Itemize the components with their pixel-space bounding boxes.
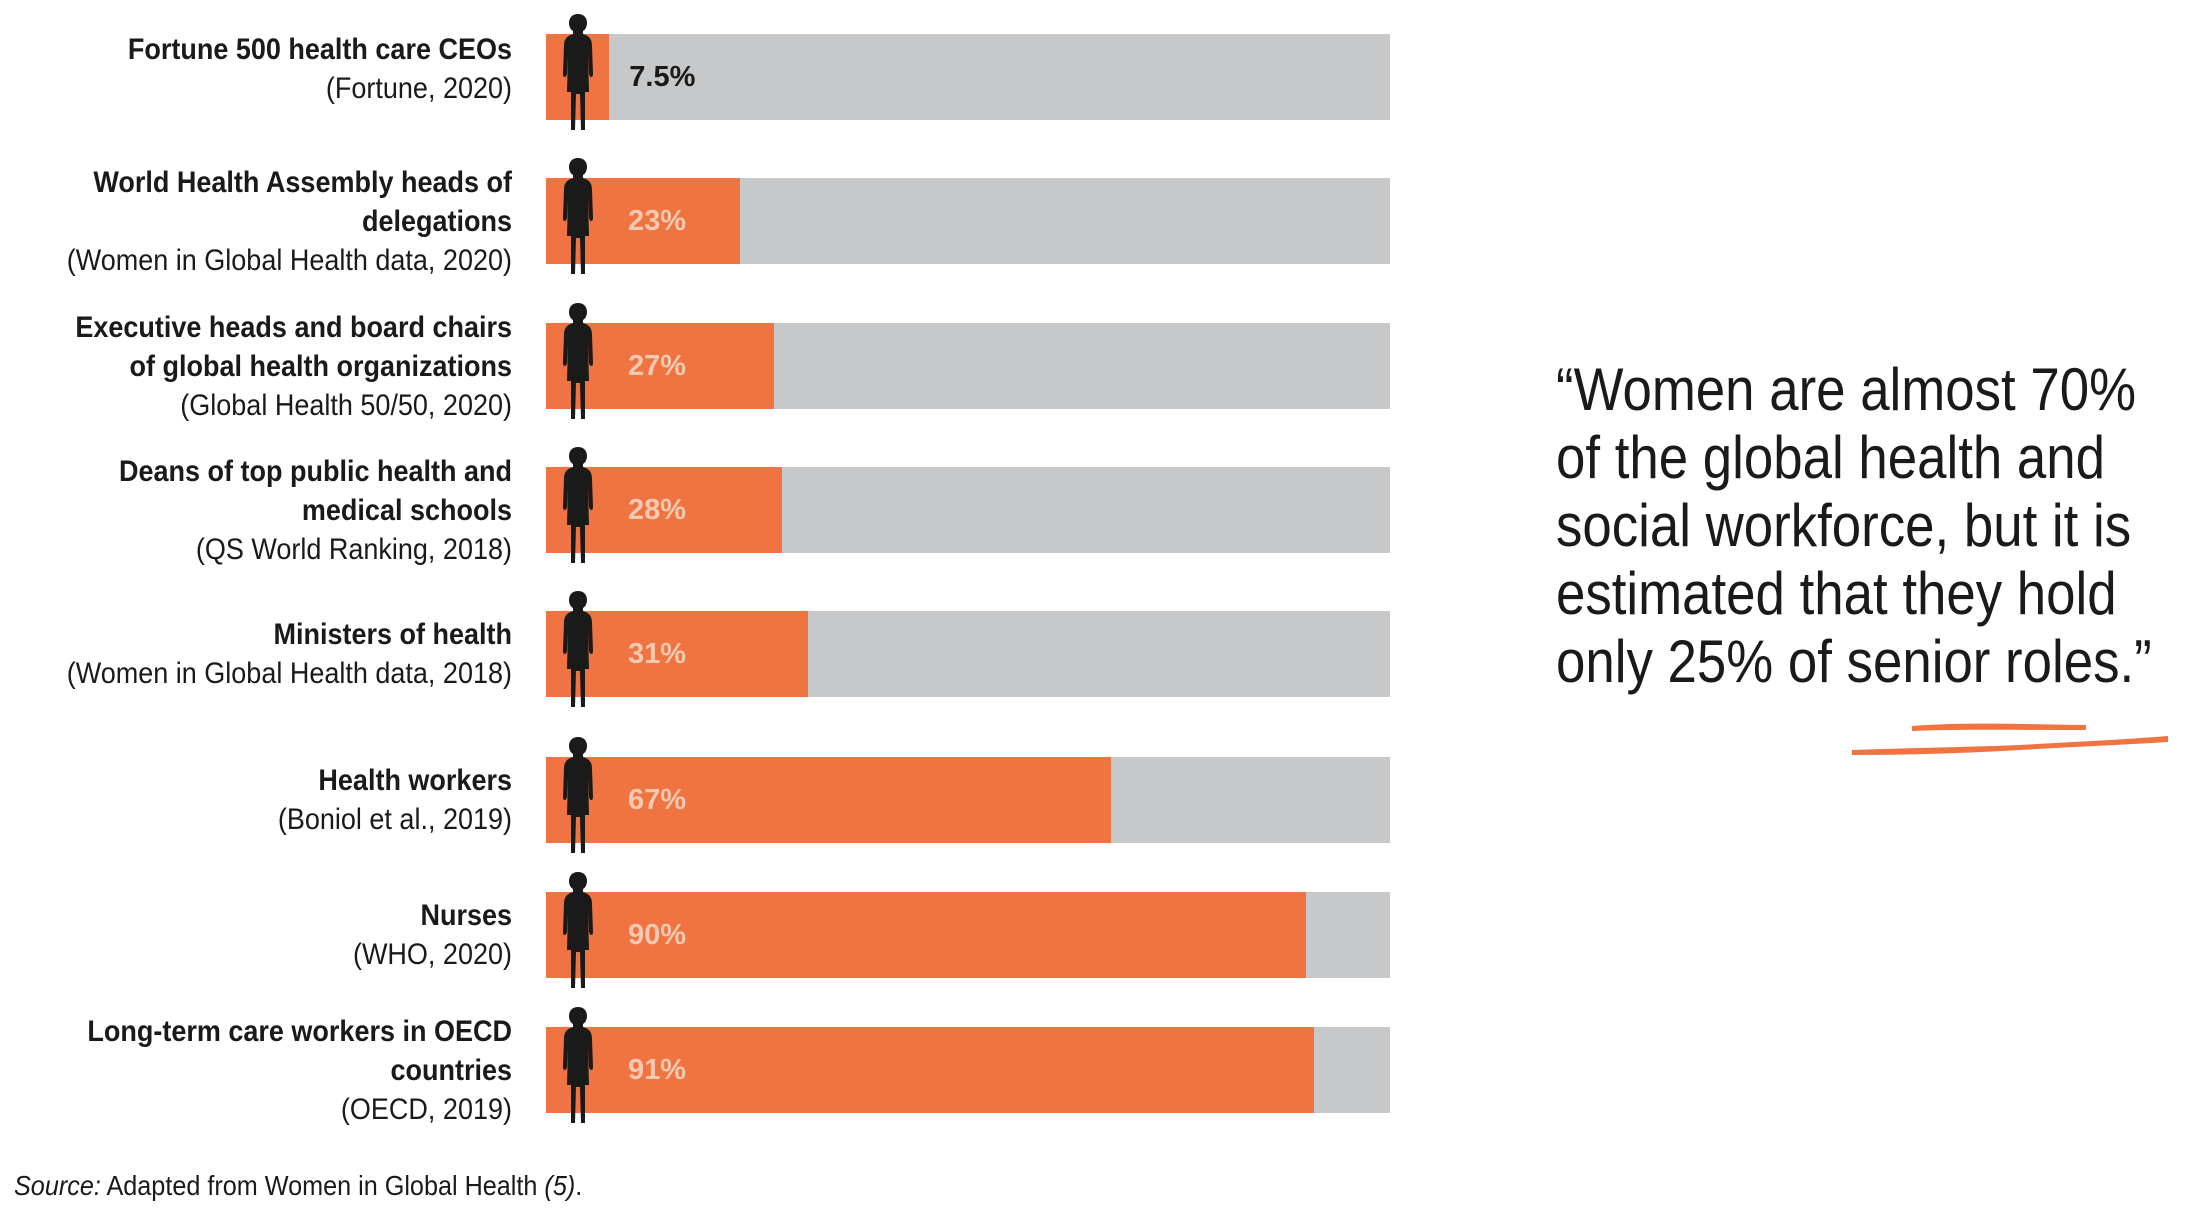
value-label: 31% bbox=[628, 638, 687, 670]
source-note: Source: Adapted from Women in Global Hea… bbox=[14, 1170, 582, 1202]
woman-figure-icon bbox=[563, 158, 593, 274]
value-label: 28% bbox=[628, 494, 687, 526]
quote-line: estimated that they hold bbox=[1556, 560, 2117, 627]
bar-fill bbox=[546, 1027, 1315, 1113]
woman-figure-icon bbox=[563, 737, 593, 853]
category-label: Fortune 500 health care CEOs bbox=[127, 33, 512, 66]
category-label: World Health Assembly heads of delegatio… bbox=[93, 165, 513, 238]
quote-line: only 25% of senior roles.” bbox=[1556, 628, 2152, 695]
woman-figure-icon bbox=[563, 447, 593, 563]
category-source: (Women in Global Health data, 2018) bbox=[66, 657, 512, 690]
category-label: Health workers bbox=[318, 764, 512, 797]
source-ref: (5) bbox=[544, 1170, 576, 1201]
category-label: Ministers of health bbox=[273, 618, 512, 651]
bar-track: 7.5% bbox=[546, 14, 1390, 130]
woman-figure-icon bbox=[563, 14, 593, 130]
category-source: (Boniol et al., 2019) bbox=[277, 803, 512, 836]
bar-track: 31% bbox=[546, 591, 1390, 707]
bar-fill bbox=[546, 892, 1306, 978]
brush-underline bbox=[1852, 723, 2168, 755]
woman-figure-icon bbox=[563, 303, 593, 419]
value-label: 90% bbox=[628, 919, 687, 951]
source-end: . bbox=[575, 1170, 583, 1201]
source-label: Source: bbox=[14, 1170, 101, 1201]
bar-track: 28% bbox=[546, 447, 1390, 563]
category-source: (WHO, 2020) bbox=[352, 938, 512, 971]
bar-track: 91% bbox=[546, 1007, 1390, 1123]
category-source: (QS World Ranking, 2018) bbox=[195, 532, 512, 566]
row-label: Health workers (Boniol et al., 2019) bbox=[0, 761, 512, 839]
value-label: 91% bbox=[628, 1054, 687, 1086]
value-label: 7.5% bbox=[629, 61, 696, 93]
bar-chart: Fortune 500 health care CEOs (Fortune, 20… bbox=[0, 14, 1390, 1129]
row-label: Deans of top public health and medical s… bbox=[52, 452, 512, 569]
value-label: 67% bbox=[628, 784, 687, 816]
value-label: 23% bbox=[628, 205, 687, 237]
category-label: Executive heads and board chairs of glob… bbox=[75, 310, 513, 383]
quote-line: “Women are almost 70% bbox=[1556, 356, 2137, 423]
quote-line: of the global health and bbox=[1556, 424, 2105, 491]
woman-figure-icon bbox=[563, 1007, 593, 1123]
source-text: Adapted from Women in Global Health bbox=[100, 1170, 545, 1201]
bar-track: 23% bbox=[546, 158, 1390, 274]
category-source: (Fortune, 2020) bbox=[325, 72, 512, 105]
row-label: Ministers of health (Women in Global Heal… bbox=[0, 615, 512, 693]
category-source: (Global Health 50/50, 2020) bbox=[180, 388, 513, 422]
category-label: Deans of top public health and medical s… bbox=[118, 454, 512, 527]
woman-figure-icon bbox=[563, 591, 593, 707]
row-label: Fortune 500 health care CEOs (Fortune, 20… bbox=[0, 30, 512, 108]
row-label: Long-term care workers in OECD countries… bbox=[32, 1012, 512, 1129]
bar-track: 67% bbox=[546, 737, 1390, 853]
category-source: (OECD, 2019) bbox=[340, 1092, 512, 1126]
category-label: Long-term care workers in OECD countries bbox=[87, 1014, 512, 1087]
quote-line: social workforce, but it is bbox=[1556, 492, 2132, 559]
value-label: 27% bbox=[628, 350, 687, 382]
bar-track: 27% bbox=[546, 303, 1390, 419]
pull-quote: “Women are almost 70% of the global heal… bbox=[1556, 356, 2152, 696]
woman-figure-icon bbox=[563, 872, 593, 988]
row-label: World Health Assembly heads of delegatio… bbox=[12, 163, 512, 280]
bar-fill bbox=[546, 757, 1112, 843]
category-source: (Women in Global Health data, 2020) bbox=[66, 243, 512, 277]
category-label: Nurses bbox=[420, 899, 512, 932]
row-label: Executive heads and board chairs of glob… bbox=[0, 308, 512, 425]
bar-track: 90% bbox=[546, 872, 1390, 988]
row-label: Nurses (WHO, 2020) bbox=[0, 896, 512, 974]
